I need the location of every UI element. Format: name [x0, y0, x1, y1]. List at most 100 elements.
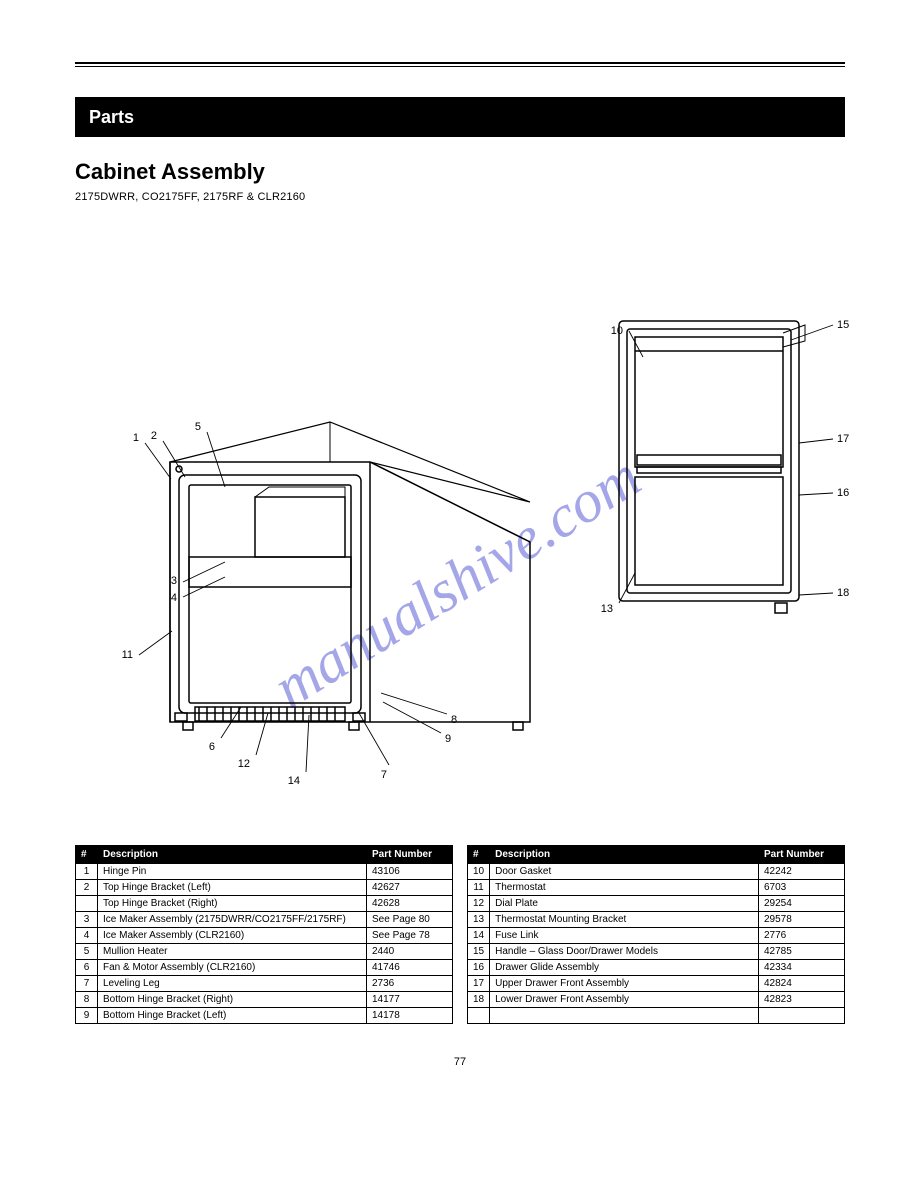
table-row: 12Dial Plate29254: [468, 896, 845, 912]
table-cell: Handle – Glass Door/Drawer Models: [490, 944, 759, 960]
table-cell: 2736: [367, 976, 453, 992]
table-row: 18Lower Drawer Front Assembly42823: [468, 992, 845, 1008]
table-cell: Drawer Glide Assembly: [490, 960, 759, 976]
table-cell: Ice Maker Assembly (2175DWRR/CO2175FF/21…: [98, 912, 367, 928]
table-row: 9Bottom Hinge Bracket (Left)14178: [76, 1008, 453, 1024]
parts-table-right: #DescriptionPart Number10Door Gasket4224…: [467, 845, 845, 1024]
callout-5: 5: [195, 421, 201, 433]
callout-17: 17: [837, 433, 849, 445]
table-cell: 1: [76, 864, 98, 880]
table-cell: 9: [76, 1008, 98, 1024]
table-cell: 8: [76, 992, 98, 1008]
parts-table-left: #DescriptionPart Number1Hinge Pin431062T…: [75, 845, 453, 1024]
callout-10: 10: [611, 325, 623, 337]
table-row: 10Door Gasket42242: [468, 864, 845, 880]
table-cell: 13: [468, 912, 490, 928]
table-cell: 6: [76, 960, 98, 976]
table-cell: 41746: [367, 960, 453, 976]
table-cell: 2776: [759, 928, 845, 944]
callout-9: 9: [445, 733, 451, 745]
table-cell: 17: [468, 976, 490, 992]
table-row: 8Bottom Hinge Bracket (Right)14177: [76, 992, 453, 1008]
table-row: 1Hinge Pin43106: [76, 864, 453, 880]
table-cell: Mullion Heater: [98, 944, 367, 960]
table-cell: 11: [468, 880, 490, 896]
table-cell: Door Gasket: [490, 864, 759, 880]
table-row: 6Fan & Motor Assembly (CLR2160)41746: [76, 960, 453, 976]
table-cell: 42824: [759, 976, 845, 992]
table-row: 7Leveling Leg2736: [76, 976, 453, 992]
section-bar-title: Parts: [89, 107, 134, 128]
callout-3: 3: [171, 575, 177, 587]
table-cell: Fan & Motor Assembly (CLR2160): [98, 960, 367, 976]
table-cell: 5: [76, 944, 98, 960]
page-content: Parts Cabinet Assembly 2175DWRR, CO2175F…: [75, 62, 845, 1024]
table-row: 11Thermostat6703: [468, 880, 845, 896]
table-cell: Leveling Leg: [98, 976, 367, 992]
table-row: 15Handle – Glass Door/Drawer Models42785: [468, 944, 845, 960]
table-cell: 6703: [759, 880, 845, 896]
table-header: Part Number: [367, 846, 453, 864]
table-cell: 43106: [367, 864, 453, 880]
table-cell: [490, 1008, 759, 1024]
table-header: Description: [490, 846, 759, 864]
table-cell: Fuse Link: [490, 928, 759, 944]
table-cell: 42334: [759, 960, 845, 976]
table-cell: Dial Plate: [490, 896, 759, 912]
cabinet-drawing: [135, 407, 535, 767]
table-cell: 2: [76, 880, 98, 896]
table-cell: Bottom Hinge Bracket (Left): [98, 1008, 367, 1024]
table-row: 4Ice Maker Assembly (CLR2160)See Page 78: [76, 928, 453, 944]
table-cell: 15: [468, 944, 490, 960]
table-cell: 16: [468, 960, 490, 976]
table-row: 17Upper Drawer Front Assembly42824: [468, 976, 845, 992]
table-cell: [759, 1008, 845, 1024]
section-bar: Parts: [75, 97, 845, 137]
table-cell: 18: [468, 992, 490, 1008]
table-cell: Thermostat Mounting Bracket: [490, 912, 759, 928]
model-list: 2175DWRR, CO2175FF, 2175RF & CLR2160: [75, 191, 845, 203]
table-cell: 3: [76, 912, 98, 928]
table-row: Top Hinge Bracket (Right)42628: [76, 896, 453, 912]
table-cell: Upper Drawer Front Assembly: [490, 976, 759, 992]
table-header: #: [468, 846, 490, 864]
table-cell: 42627: [367, 880, 453, 896]
callout-13: 13: [601, 603, 613, 615]
table-cell: 29254: [759, 896, 845, 912]
table-header: Part Number: [759, 846, 845, 864]
table-cell: 10: [468, 864, 490, 880]
table-cell: 42785: [759, 944, 845, 960]
callout-8: 8: [451, 714, 457, 726]
table-cell: 42628: [367, 896, 453, 912]
callout-4: 4: [171, 592, 177, 604]
table-cell: See Page 80: [367, 912, 453, 928]
double-rule: [75, 62, 845, 67]
table-row: 13Thermostat Mounting Bracket29578: [468, 912, 845, 928]
table-cell: Top Hinge Bracket (Right): [98, 896, 367, 912]
table-cell: Bottom Hinge Bracket (Right): [98, 992, 367, 1008]
table-cell: 14: [468, 928, 490, 944]
table-cell: Thermostat: [490, 880, 759, 896]
callout-12: 12: [238, 758, 250, 770]
table-cell: 42823: [759, 992, 845, 1008]
diagram-area: manualshive.com: [75, 217, 845, 837]
table-header: #: [76, 846, 98, 864]
callout-11: 11: [122, 649, 133, 661]
table-cell: 29578: [759, 912, 845, 928]
callout-6: 6: [209, 741, 215, 753]
table-header: Description: [98, 846, 367, 864]
callout-15: 15: [837, 319, 849, 331]
table-row: 16Drawer Glide Assembly42334: [468, 960, 845, 976]
table-cell: 2440: [367, 944, 453, 960]
table-row: 5Mullion Heater2440: [76, 944, 453, 960]
table-cell: 42242: [759, 864, 845, 880]
table-row: 2Top Hinge Bracket (Left)42627: [76, 880, 453, 896]
table-row: [468, 1008, 845, 1024]
table-cell: Hinge Pin: [98, 864, 367, 880]
table-cell: Ice Maker Assembly (CLR2160): [98, 928, 367, 944]
door-drawing: [605, 307, 815, 617]
table-cell: 14177: [367, 992, 453, 1008]
table-cell: [76, 896, 98, 912]
table-cell: Lower Drawer Front Assembly: [490, 992, 759, 1008]
table-cell: 12: [468, 896, 490, 912]
